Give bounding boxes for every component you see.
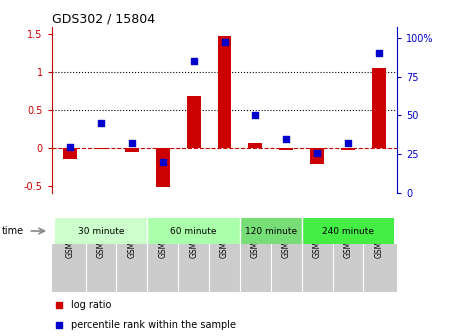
Bar [187,96,201,148]
Text: GSM5573: GSM5573 [251,221,260,258]
Text: 240 minute: 240 minute [322,226,374,236]
Point [313,150,321,156]
Text: GSM5568: GSM5568 [97,221,106,258]
Text: log ratio: log ratio [70,300,111,310]
Text: GSM5570: GSM5570 [158,221,167,258]
Bar [147,218,240,244]
Bar [302,218,394,244]
Bar [55,218,147,244]
Point [284,212,291,218]
Point [375,51,383,56]
Text: percentile rank within the sample: percentile rank within the sample [70,320,236,330]
Text: GSM5567: GSM5567 [66,221,75,258]
Bar [63,148,77,159]
Text: 60 minute: 60 minute [170,226,217,236]
Bar [125,148,139,152]
Bar [279,148,293,150]
Text: GSM5574: GSM5574 [282,221,291,258]
Bar [372,69,386,148]
Bar [240,218,302,244]
Bar [156,148,170,187]
Bar [310,148,324,165]
Point [159,159,166,165]
Text: GSM5577: GSM5577 [374,221,383,258]
Point [344,141,352,146]
Point [128,141,136,146]
Point [284,34,291,39]
Text: 30 minute: 30 minute [78,226,124,236]
Text: GSM5576: GSM5576 [343,221,352,258]
Text: 120 minute: 120 minute [245,226,297,236]
Point [252,113,259,118]
Point [221,40,228,45]
Point [66,144,74,149]
Point [190,58,197,64]
Bar [94,148,108,149]
Text: GSM5575: GSM5575 [313,221,321,258]
Bar [218,36,231,148]
Bar [341,148,355,150]
Text: GSM5569: GSM5569 [128,221,136,258]
Text: GSM5571: GSM5571 [189,221,198,258]
Bar [248,143,262,148]
Text: GSM5572: GSM5572 [220,221,229,258]
Point [97,121,105,126]
Point [283,136,290,141]
Text: time: time [2,226,24,236]
Text: GDS302 / 15804: GDS302 / 15804 [52,13,155,26]
